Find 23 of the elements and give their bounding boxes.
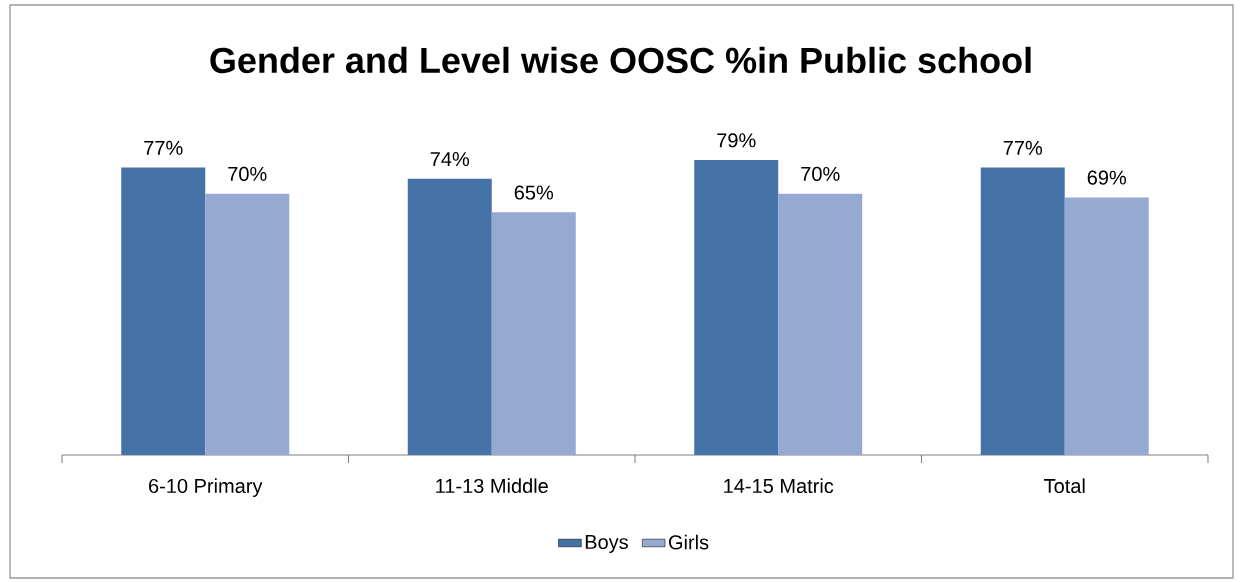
bar: [694, 160, 779, 455]
data-label: 69%: [1087, 170, 1127, 185]
data-label: 74%: [430, 152, 470, 167]
x-tick-label: Total: [1044, 478, 1085, 494]
chart-title: Gender and Level wise OOSC %in Public school: [210, 46, 1031, 74]
data-label: 70%: [801, 166, 840, 181]
data-label: 77%: [144, 140, 183, 155]
x-tick-label: 14-15 Matric: [724, 478, 834, 494]
data-label: 65%: [514, 185, 554, 200]
data-label: 79%: [717, 133, 756, 148]
legend-label: Boys: [585, 535, 628, 554]
bar: [205, 193, 290, 455]
bar: [121, 167, 206, 455]
data-label: 70%: [228, 166, 267, 181]
bar: [778, 193, 863, 455]
data-label: 77%: [1003, 140, 1043, 155]
x-tick-label: 6-10 Primary: [149, 478, 263, 497]
x-tick-label: 11-13 Middle: [436, 478, 548, 494]
bar: [1064, 197, 1149, 455]
bar: [980, 167, 1065, 455]
legend-label: Girls: [668, 534, 709, 550]
bar: [407, 178, 492, 455]
bar: [491, 212, 576, 455]
